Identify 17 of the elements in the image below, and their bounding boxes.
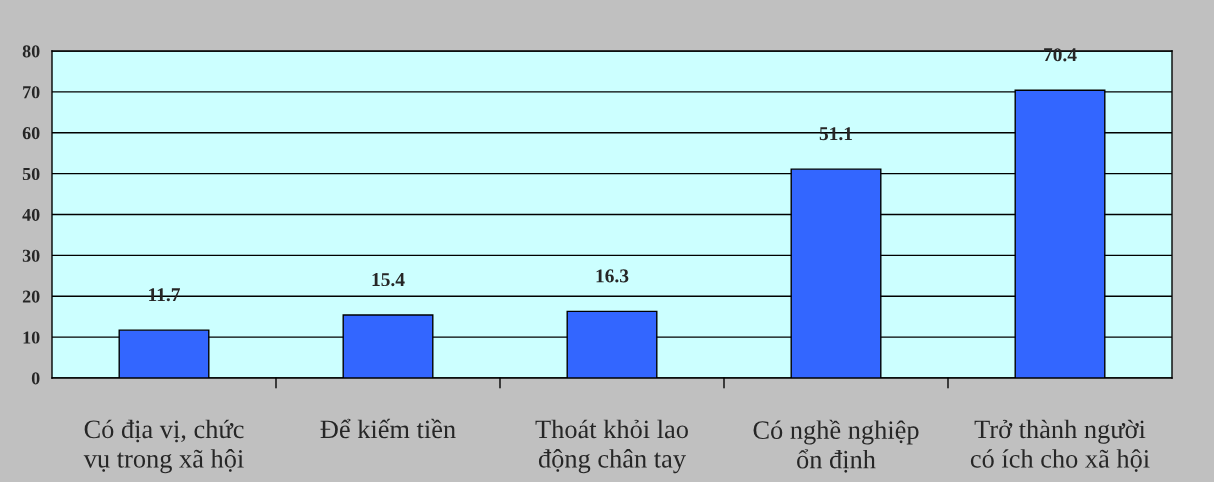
y-tick-label: 40 bbox=[22, 208, 40, 221]
y-tick-label: 70 bbox=[23, 86, 40, 99]
data-label: 16.3 bbox=[596, 269, 629, 283]
y-tick-label: 30 bbox=[22, 249, 40, 262]
y-tick-label: 10 bbox=[23, 331, 40, 344]
x-tick-label: Để kiếm tiền bbox=[320, 418, 456, 439]
y-tick-label: 0 bbox=[31, 372, 40, 385]
y-tick-label: 20 bbox=[22, 290, 40, 303]
data-label: 70.4 bbox=[1044, 48, 1077, 62]
y-tick-label: 60 bbox=[22, 127, 40, 140]
y-tick-label: 80 bbox=[22, 45, 40, 58]
x-tick-label: Trở thành người có ích cho xã hội bbox=[970, 419, 1150, 472]
data-label: 15.4 bbox=[372, 273, 405, 287]
x-tick-label: Có nghề nghiệp ổn định bbox=[753, 419, 919, 473]
y-tick-label: 50 bbox=[22, 167, 40, 181]
x-tick-label: Thoát khỏi lao động chân tay bbox=[535, 419, 688, 474]
x-tick-label: Có địa vị, chức vụ trong xã hội bbox=[83, 419, 244, 474]
